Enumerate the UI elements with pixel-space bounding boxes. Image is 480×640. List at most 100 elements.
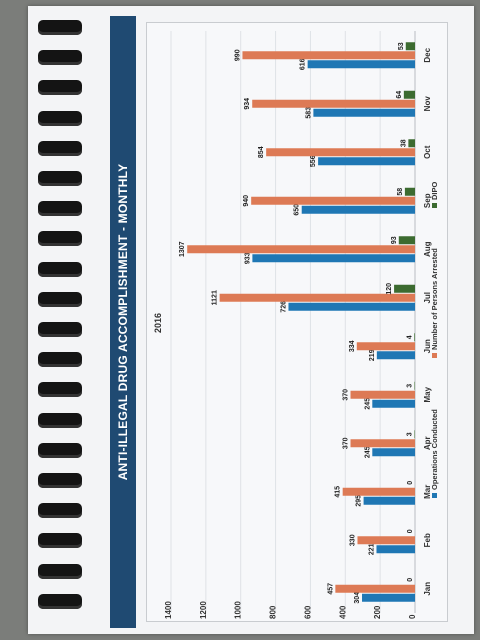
value-tick-label: 1200 (199, 601, 208, 619)
category-tick-label: Jul (423, 292, 432, 304)
data-label: 726 (280, 301, 287, 313)
category-tick-label: Sep (423, 193, 432, 208)
series-dipo-bar (414, 381, 415, 390)
binding-ring (38, 140, 82, 156)
category-tick-label: Apr (423, 436, 432, 450)
data-label: 334 (349, 340, 356, 352)
binding-ring (38, 442, 82, 458)
value-tick-label: 1400 (164, 601, 173, 619)
data-label: 0 (407, 481, 414, 485)
value-tick-label: 0 (408, 614, 417, 619)
data-label: 616 (300, 58, 307, 70)
series-persons-arrested-bar (350, 390, 415, 399)
category-tick-label: May (423, 386, 432, 402)
report-title: ANTI-ILLEGAL DRUG ACCOMPLISHMENT - MONTH… (116, 163, 130, 481)
series-persons-arrested-bar (219, 293, 415, 302)
binding-ring (38, 261, 82, 277)
category-tick-label: Aug (423, 241, 432, 257)
data-label: 457 (327, 583, 334, 595)
series-persons-arrested-legend-swatch (432, 353, 437, 358)
data-label: 0 (407, 578, 414, 582)
series-operations-conducted-bar (372, 448, 415, 457)
series-operations-conducted-bar (376, 545, 415, 554)
legend-label: Number of Persons Arrested (430, 248, 439, 350)
series-persons-arrested-bar (251, 196, 415, 205)
data-label: 221 (368, 543, 375, 555)
legend-label: DIPO (430, 181, 439, 200)
binding-ring (38, 20, 82, 35)
series-persons-arrested-bar (350, 439, 415, 448)
series-persons-arrested-bar (242, 51, 415, 60)
data-label: 854 (258, 146, 265, 158)
series-operations-conducted-bar (362, 593, 415, 602)
value-tick-label: 200 (373, 605, 382, 619)
series-dipo-bar (414, 430, 415, 439)
data-label: 295 (356, 495, 363, 507)
chart-title: 2016 (153, 313, 163, 333)
binding-ring (38, 110, 82, 126)
spiral-binding (38, 20, 82, 630)
series-persons-arrested-bar (342, 487, 415, 496)
data-label: 940 (243, 195, 250, 207)
series-dipo-bar (403, 90, 415, 99)
category-tick-label: Jun (423, 339, 432, 353)
data-label: 583 (305, 107, 312, 119)
data-label: 1121 (212, 290, 219, 305)
data-label: 415 (335, 486, 342, 498)
series-persons-arrested-bar (335, 584, 415, 593)
binding-ring (38, 291, 82, 307)
category-tick-label: Dec (423, 47, 432, 62)
value-tick-label: 1000 (234, 601, 243, 619)
binding-ring (38, 322, 82, 337)
category-tick-label: Mar (423, 485, 432, 499)
data-label: 556 (310, 155, 317, 167)
series-persons-arrested-bar (252, 99, 415, 108)
series-persons-arrested-bar (357, 536, 415, 545)
series-operations-conducted-bar (307, 60, 415, 69)
category-tick-label: Nov (423, 96, 432, 112)
binding-ring (38, 382, 82, 398)
series-dipo-bar (394, 284, 415, 293)
binding-ring (38, 412, 82, 428)
data-label: 93 (391, 236, 398, 244)
data-label: 120 (386, 283, 393, 295)
binding-ring (38, 352, 82, 368)
data-label: 53 (398, 42, 405, 50)
series-persons-arrested-bar (187, 245, 415, 254)
chart-frame: 0 200 400 600 800 1000 1200 1400 2016 Jan 304 457 0 F… (146, 22, 448, 622)
bar-chart: 02004006008001000120014002016Jan3044570F… (153, 31, 439, 619)
binding-ring (38, 171, 82, 186)
binding-ring (38, 593, 82, 609)
series-operations-conducted-bar (301, 205, 415, 214)
binding-ring (38, 563, 82, 579)
data-label: 245 (364, 446, 371, 458)
binding-ring (38, 80, 82, 96)
data-label: 3 (406, 432, 413, 436)
data-label: 304 (354, 592, 361, 604)
value-tick-label: 600 (303, 605, 312, 619)
value-tick-label: 800 (269, 605, 278, 619)
series-operations-conducted-bar (288, 302, 415, 311)
data-label: 64 (396, 91, 403, 99)
series-operations-conducted-bar (318, 157, 415, 166)
series-operations-conducted-bar (376, 351, 415, 360)
binding-ring (38, 231, 82, 247)
value-tick-label: 400 (338, 605, 347, 619)
data-label: 934 (244, 98, 251, 110)
data-label: 370 (343, 389, 350, 401)
category-tick-label: Jan (423, 582, 432, 596)
title-band: ANTI-ILLEGAL DRUG ACCOMPLISHMENT - MONTH… (110, 16, 136, 628)
data-label: 245 (364, 398, 371, 410)
series-dipo-bar (404, 187, 415, 196)
series-operations-conducted-bar (252, 254, 415, 263)
data-label: 933 (244, 252, 251, 264)
binding-ring (38, 533, 82, 549)
series-dipo-bar (405, 42, 415, 51)
data-label: 650 (294, 204, 301, 216)
series-persons-arrested-bar (356, 342, 415, 351)
binding-ring (38, 201, 82, 217)
data-label: 38 (400, 139, 407, 147)
data-label: 4 (406, 335, 413, 339)
series-persons-arrested-bar (266, 148, 415, 157)
data-label: 219 (369, 349, 376, 361)
